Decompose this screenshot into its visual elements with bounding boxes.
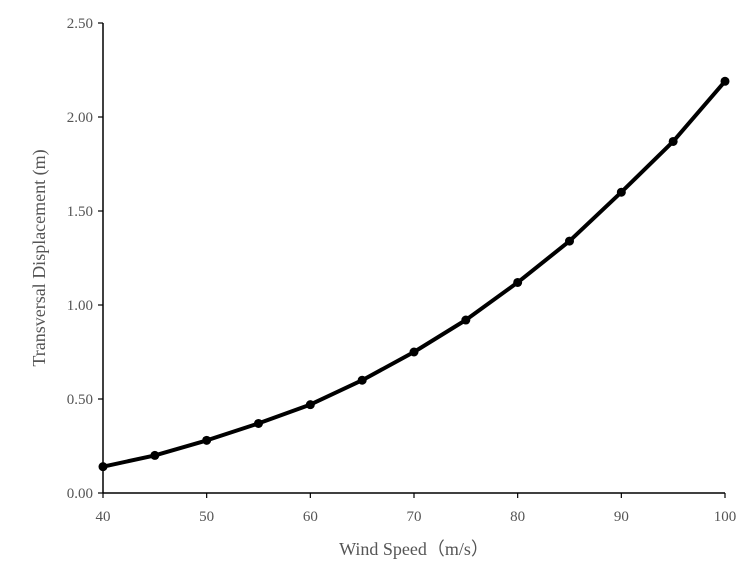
- x-ticks: 40 50 60 70 80 90 100: [96, 493, 737, 525]
- x-tick-label: 90: [614, 509, 629, 525]
- data-point: [565, 236, 574, 246]
- data-point: [202, 435, 212, 445]
- data-point: [720, 76, 730, 86]
- data-point: [98, 462, 108, 472]
- x-tick-label: 70: [407, 509, 422, 525]
- data-point: [409, 347, 419, 357]
- y-axis-title: Transversal Displacement (m): [29, 149, 50, 366]
- data-point: [357, 375, 367, 385]
- x-tick-label: 80: [510, 509, 525, 525]
- x-tick-label: 40: [96, 509, 111, 525]
- data-point: [150, 450, 160, 460]
- series: [98, 76, 730, 472]
- y-tick-label: 0.00: [67, 486, 93, 502]
- data-point: [668, 136, 678, 146]
- y-ticks: 0.00 0.50 1.00 1.50 2.00 2.50: [67, 16, 103, 502]
- data-point: [616, 187, 626, 197]
- y-tick-label: 0.50: [67, 392, 93, 408]
- data-point: [254, 418, 263, 428]
- data-point: [305, 400, 315, 410]
- data-point: [513, 277, 523, 287]
- y-tick-label: 2.50: [67, 16, 93, 32]
- x-axis-title: Wind Speed（m/s）: [339, 539, 489, 559]
- y-tick-label: 1.50: [67, 204, 93, 220]
- x-tick-label: 60: [303, 509, 318, 525]
- x-tick-label: 100: [714, 509, 737, 525]
- y-tick-label: 2.00: [67, 110, 93, 126]
- axes: [102, 23, 725, 494]
- series-line: [101, 79, 727, 469]
- x-tick-label: 50: [199, 509, 214, 525]
- y-tick-label: 1.00: [67, 298, 93, 314]
- data-point: [461, 315, 471, 325]
